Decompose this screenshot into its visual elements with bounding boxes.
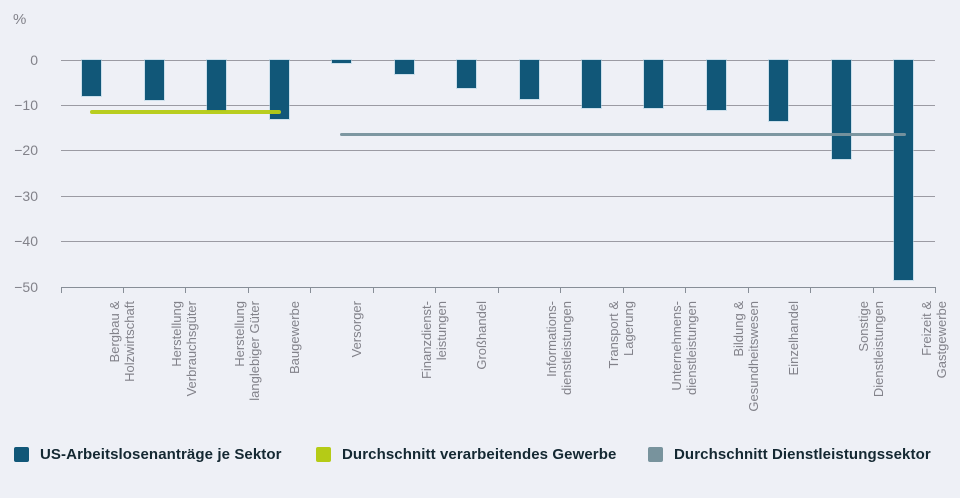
y-tick-label: −40 bbox=[14, 233, 38, 250]
legend-swatch-avg-services bbox=[648, 447, 663, 462]
chart-legend: US-Arbeitslosenanträge je Sektor Durchsc… bbox=[0, 446, 960, 476]
bar-14 bbox=[894, 59, 914, 281]
legend-item-avg-manufacturing: Durchschnitt verarbeitendes Gewerbe bbox=[316, 446, 616, 463]
x-axis-tick bbox=[60, 286, 62, 293]
legend-swatch-claims bbox=[14, 447, 29, 462]
x-axis-label: Einzelhandel bbox=[786, 301, 802, 376]
bar-13 bbox=[831, 59, 851, 160]
x-axis-label: Baugewerbe bbox=[286, 301, 302, 374]
x-axis-label: Herstellung langlebiger Güter bbox=[231, 301, 262, 401]
x-axis-label: Versorger bbox=[349, 301, 365, 358]
y-axis-unit-label: % bbox=[13, 11, 27, 28]
gridline bbox=[60, 104, 935, 106]
x-axis-tick bbox=[622, 286, 624, 293]
x-axis-label: Großhandel bbox=[474, 301, 489, 370]
bar-3 bbox=[207, 59, 227, 112]
x-axis-tick bbox=[497, 286, 499, 293]
gridline bbox=[60, 150, 935, 152]
bar-1 bbox=[82, 59, 102, 97]
x-axis-label: Unternehmens- dienstleistungen bbox=[668, 301, 699, 395]
bar-2 bbox=[144, 59, 164, 100]
y-tick-label: −30 bbox=[14, 187, 38, 204]
avg-services-line bbox=[339, 132, 906, 136]
gridline bbox=[60, 59, 935, 61]
x-axis-line bbox=[60, 286, 935, 288]
y-tick-label: −10 bbox=[14, 96, 38, 113]
gridline bbox=[60, 195, 935, 197]
y-tick-label: −20 bbox=[14, 142, 38, 159]
bar-6 bbox=[394, 59, 414, 74]
x-axis-tick bbox=[810, 286, 812, 293]
bar-8 bbox=[519, 59, 539, 99]
y-tick-label: −50 bbox=[14, 278, 38, 295]
bar-5 bbox=[332, 59, 352, 63]
x-axis-tick bbox=[935, 286, 936, 293]
x-axis-label: Finanzdienst- leistungen bbox=[419, 301, 450, 380]
legend-swatch-avg-manufacturing bbox=[316, 447, 331, 462]
x-axis-tick bbox=[747, 286, 749, 293]
x-axis-label: Bergbau & Holzwirtschaft bbox=[106, 301, 137, 382]
gridline bbox=[60, 241, 935, 243]
x-axis-tick bbox=[560, 286, 562, 293]
legend-item-claims: US-Arbeitslosenanträge je Sektor bbox=[14, 446, 282, 463]
x-axis-tick bbox=[872, 286, 874, 293]
x-axis-label: Transport & Lagerung bbox=[606, 301, 637, 369]
bar-10 bbox=[644, 59, 664, 108]
x-axis-label: Bildung & Gesundheitswesen bbox=[731, 301, 762, 412]
bar-4 bbox=[269, 59, 289, 120]
x-axis-label: Freizeit & Gastgewerbe bbox=[918, 301, 949, 379]
x-axis-tick bbox=[247, 286, 249, 293]
x-axis-tick bbox=[310, 286, 312, 293]
x-axis-label: Herstellung Verbrauchsgüter bbox=[169, 301, 200, 397]
bar-11 bbox=[706, 59, 726, 111]
x-axis-tick bbox=[435, 286, 437, 293]
plot-area: 0 −10 −20 −30 −40 −50 Bergbau & Holzwirtschaft… bbox=[14, 51, 949, 412]
x-axis-tick bbox=[185, 286, 187, 293]
x-axis-label: Informations- dienstleistungen bbox=[544, 301, 574, 395]
y-tick-label: 0 bbox=[30, 51, 38, 68]
legend-label-avg-services: Durchschnitt Dienstleistungssektor bbox=[674, 446, 931, 463]
bar-7 bbox=[457, 59, 476, 88]
x-axis-label: Sonstige Dienstleistungen bbox=[856, 301, 887, 398]
legend-label-avg-manufacturing: Durchschnitt verarbeitendes Gewerbe bbox=[342, 446, 617, 463]
x-axis-tick bbox=[123, 286, 124, 293]
legend-label-claims: US-Arbeitslosenanträge je Sektor bbox=[40, 446, 282, 463]
x-axis-tick bbox=[372, 286, 374, 293]
bar-12 bbox=[769, 59, 789, 121]
legend-item-avg-services: Durchschnitt Dienstleistungssektor bbox=[648, 446, 931, 463]
bar-9 bbox=[581, 59, 601, 109]
avg-manufacturing-line bbox=[89, 109, 282, 114]
x-axis-tick bbox=[685, 286, 687, 293]
